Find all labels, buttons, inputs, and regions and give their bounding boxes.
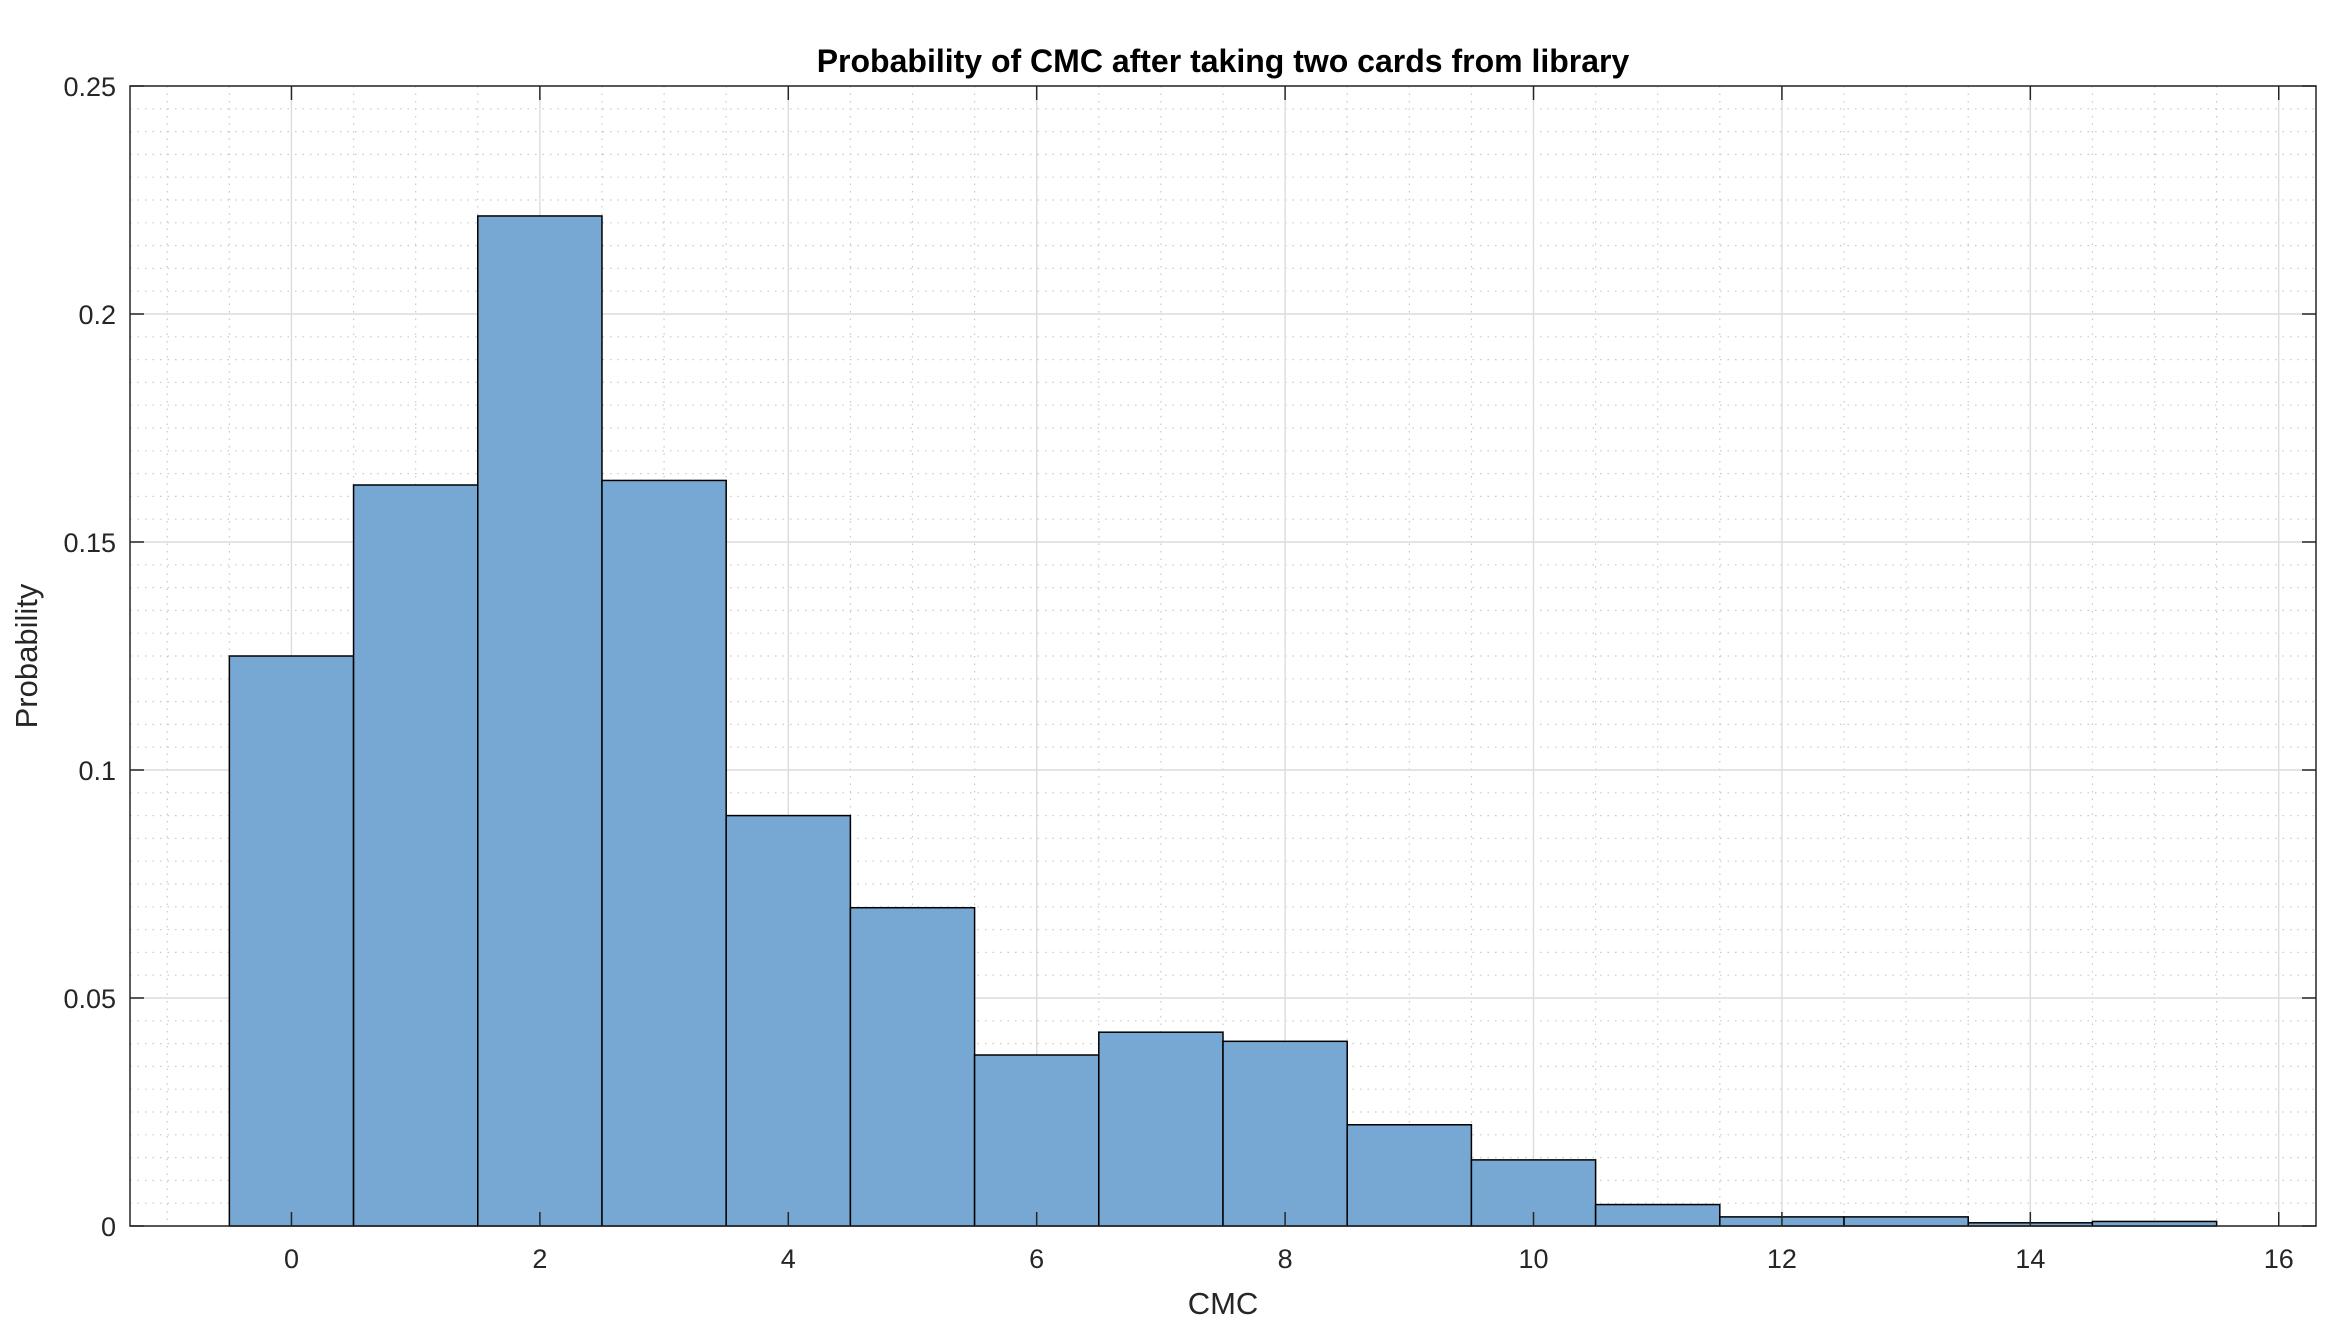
x-tick-label: 12 [1767, 1244, 1797, 1274]
x-tick-label: 16 [2264, 1244, 2294, 1274]
x-tick-label: 8 [1278, 1244, 1293, 1274]
x-tick-label: 10 [1518, 1244, 1548, 1274]
y-tick-label: 0.2 [78, 300, 116, 330]
histogram-bar-cmc-4 [725, 814, 852, 1227]
histogram-bar-cmc-1 [352, 484, 479, 1227]
histogram-bar-cmc-2 [477, 215, 603, 1227]
histogram-bar-cmc-6 [973, 1054, 1100, 1227]
y-tick-label: 0.25 [63, 72, 116, 102]
histogram-bar-cmc-11 [1594, 1203, 1721, 1227]
histogram-bar-cmc-9 [1346, 1124, 1473, 1227]
x-tick-label: 4 [781, 1244, 796, 1274]
histogram-bar-cmc-7 [1098, 1031, 1224, 1227]
x-tick-label: 0 [284, 1244, 299, 1274]
histogram-bar-cmc-0 [228, 655, 355, 1227]
y-tick-label: 0.05 [63, 984, 116, 1014]
chart-title: Probability of CMC after taking two card… [817, 43, 1630, 79]
x-axis-label: CMC [1188, 1286, 1259, 1321]
y-tick-label: 0.15 [63, 528, 116, 558]
histogram-bar-cmc-13 [1843, 1216, 1969, 1227]
x-tick-label: 6 [1029, 1244, 1044, 1274]
x-tick-label: 14 [2015, 1244, 2045, 1274]
x-tick-label: 2 [532, 1244, 547, 1274]
y-tick-label: 0 [101, 1212, 116, 1242]
y-axis-label: Probability [9, 583, 44, 728]
bars [228, 215, 2218, 1227]
y-tick-labels: 0 0.05 0.1 0.15 0.2 0.25 [63, 72, 116, 1242]
histogram-bar-cmc-3 [601, 479, 727, 1227]
histogram-bar-cmc-8 [1222, 1040, 1348, 1227]
histogram-bar-cmc-5 [849, 906, 976, 1227]
tick-marks [130, 85, 2316, 1227]
x-tick-labels: 0 2 4 6 8 10 12 14 16 [284, 1244, 2294, 1274]
plot-frame [129, 85, 2317, 1227]
y-tick-label: 0.1 [78, 756, 116, 786]
